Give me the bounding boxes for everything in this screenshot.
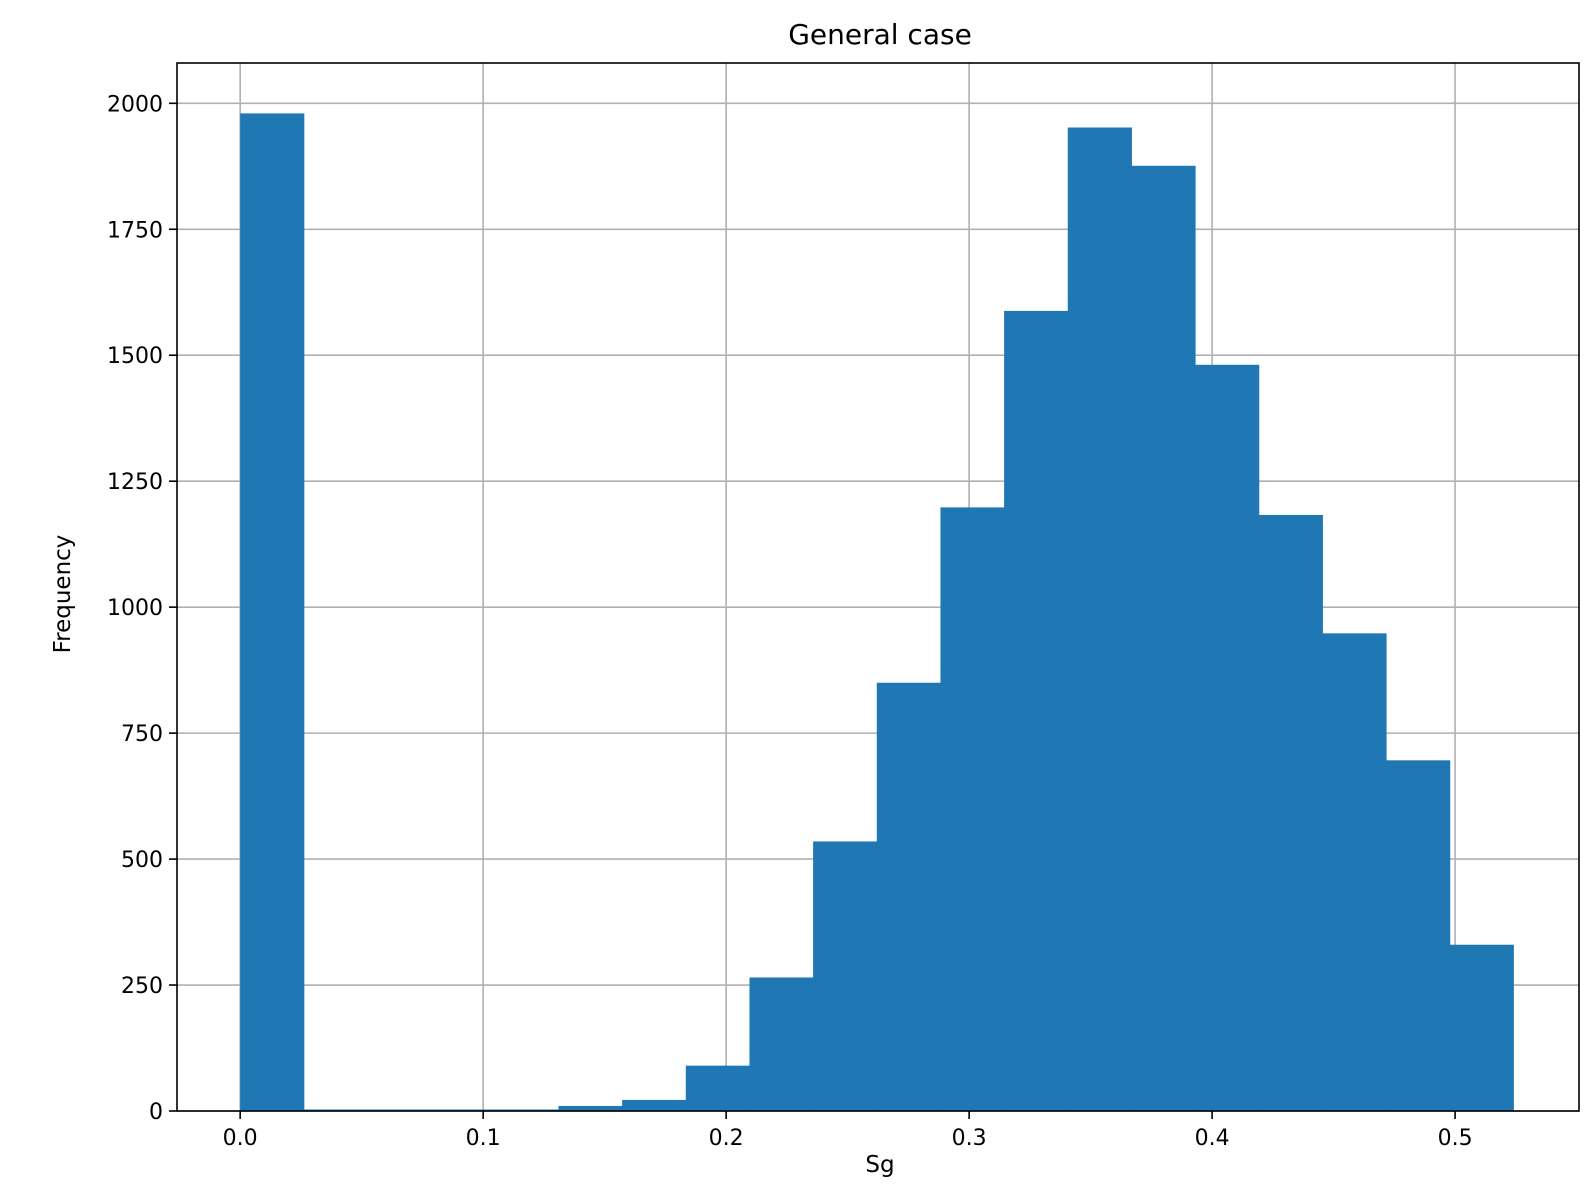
y-axis-ticks: 0 250 500 750 1000 1250 1500 1750 2000 (107, 92, 177, 1125)
histogram-bar (1258, 514, 1323, 1111)
x-tick-label: 0.0 (223, 1126, 258, 1151)
y-tick-label: 1250 (107, 470, 163, 495)
histogram-bar (1004, 310, 1069, 1111)
y-tick-label: 1000 (107, 596, 163, 621)
x-axis-ticks: 0.0 0.1 0.2 0.3 0.4 0.5 (223, 1111, 1473, 1151)
x-axis-label: Sg (865, 1152, 894, 1178)
histogram-bar (1195, 364, 1260, 1111)
y-tick-label: 0 (149, 1100, 163, 1125)
histogram-bar (1449, 944, 1514, 1111)
y-tick-label: 2000 (107, 92, 163, 117)
y-tick-label: 1750 (107, 218, 163, 243)
histogram-bar (876, 682, 941, 1111)
x-tick-label: 0.2 (709, 1126, 744, 1151)
histogram-bar (1067, 127, 1132, 1111)
histogram-bar (813, 841, 878, 1111)
histogram-bar (685, 1065, 750, 1111)
y-tick-label: 500 (121, 848, 163, 873)
x-tick-label: 0.1 (466, 1126, 501, 1151)
histogram-bar (1386, 760, 1451, 1111)
chart-title: General case (788, 18, 972, 51)
histogram-bar (1322, 633, 1387, 1111)
x-tick-label: 0.4 (1195, 1126, 1230, 1151)
histogram-bars (240, 113, 1514, 1112)
histogram-bar (240, 113, 305, 1111)
y-tick-label: 1500 (107, 344, 163, 369)
histogram-bar (622, 1099, 687, 1111)
x-tick-label: 0.5 (1438, 1126, 1473, 1151)
histogram-bar (1131, 165, 1196, 1112)
histogram-bar (558, 1105, 623, 1111)
y-tick-label: 750 (121, 722, 163, 747)
y-axis-label: Frequency (50, 535, 76, 654)
histogram-bar (749, 977, 814, 1111)
x-tick-label: 0.3 (952, 1126, 987, 1151)
plot-frame (176, 62, 1580, 1112)
histogram-bar (940, 507, 1005, 1111)
y-tick-label: 250 (121, 974, 163, 999)
